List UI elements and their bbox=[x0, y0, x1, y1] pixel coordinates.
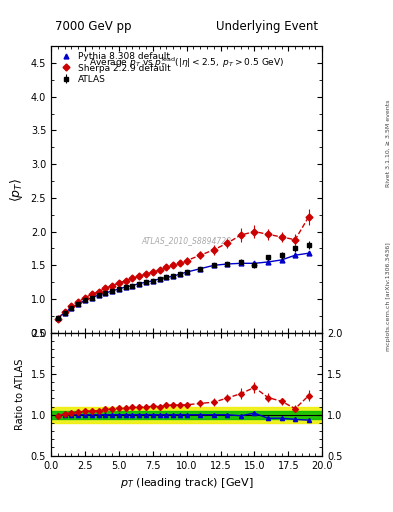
Pythia 8.308 default bbox=[90, 294, 94, 301]
Text: Rivet 3.1.10, ≥ 3.5M events: Rivet 3.1.10, ≥ 3.5M events bbox=[386, 100, 391, 187]
Sherpa 2.2.9 default bbox=[198, 252, 203, 258]
Sherpa 2.2.9 default bbox=[307, 214, 311, 220]
Sherpa 2.2.9 default bbox=[225, 240, 230, 246]
Sherpa 2.2.9 default bbox=[103, 285, 108, 291]
Sherpa 2.2.9 default bbox=[90, 291, 94, 297]
Sherpa 2.2.9 default bbox=[279, 234, 284, 240]
Sherpa 2.2.9 default bbox=[62, 309, 67, 315]
Pythia 8.308 default bbox=[123, 284, 128, 290]
Pythia 8.308 default bbox=[130, 283, 135, 289]
Pythia 8.308 default bbox=[144, 279, 149, 285]
Sherpa 2.2.9 default bbox=[137, 273, 141, 279]
Pythia 8.308 default bbox=[62, 309, 67, 315]
Pythia 8.308 default bbox=[279, 257, 284, 263]
Sherpa 2.2.9 default bbox=[83, 294, 87, 301]
Pythia 8.308 default bbox=[116, 286, 121, 292]
Text: Underlying Event: Underlying Event bbox=[216, 20, 318, 33]
Pythia 8.308 default bbox=[178, 271, 182, 277]
Sherpa 2.2.9 default bbox=[157, 267, 162, 273]
Sherpa 2.2.9 default bbox=[171, 262, 175, 268]
Pythia 8.308 default bbox=[83, 297, 87, 304]
X-axis label: $p_T$ (leading track) [GeV]: $p_T$ (leading track) [GeV] bbox=[120, 476, 253, 490]
Pythia 8.308 default bbox=[307, 250, 311, 257]
Sherpa 2.2.9 default bbox=[184, 258, 189, 264]
Pythia 8.308 default bbox=[55, 315, 60, 321]
Pythia 8.308 default bbox=[184, 269, 189, 275]
Y-axis label: $\langle p_T \rangle$: $\langle p_T \rangle$ bbox=[8, 177, 25, 202]
Sherpa 2.2.9 default bbox=[76, 298, 81, 305]
Sherpa 2.2.9 default bbox=[69, 304, 74, 310]
Sherpa 2.2.9 default bbox=[178, 260, 182, 266]
Pythia 8.308 default bbox=[69, 305, 74, 311]
Text: Average $p_T$ vs $p_T^{\rm lead}(|\eta| < 2.5,\ p_T > 0.5\ \rm GeV)$: Average $p_T$ vs $p_T^{\rm lead}(|\eta| … bbox=[89, 55, 285, 70]
Pythia 8.308 default bbox=[103, 290, 108, 296]
Sherpa 2.2.9 default bbox=[96, 289, 101, 295]
Text: ATLAS_2010_S8894728: ATLAS_2010_S8894728 bbox=[141, 237, 232, 246]
Pythia 8.308 default bbox=[293, 252, 298, 258]
Sherpa 2.2.9 default bbox=[293, 237, 298, 243]
Sherpa 2.2.9 default bbox=[123, 278, 128, 284]
Pythia 8.308 default bbox=[110, 288, 114, 294]
Sherpa 2.2.9 default bbox=[239, 232, 243, 238]
Legend: Pythia 8.308 default, Sherpa 2.2.9 default, ATLAS: Pythia 8.308 default, Sherpa 2.2.9 defau… bbox=[55, 51, 173, 86]
Pythia 8.308 default bbox=[164, 274, 169, 281]
Line: Pythia 8.308 default: Pythia 8.308 default bbox=[55, 251, 311, 321]
Text: mcplots.cern.ch [arXiv:1306.3436]: mcplots.cern.ch [arXiv:1306.3436] bbox=[386, 243, 391, 351]
Pythia 8.308 default bbox=[198, 266, 203, 272]
Pythia 8.308 default bbox=[76, 301, 81, 307]
Pythia 8.308 default bbox=[252, 260, 257, 266]
Pythia 8.308 default bbox=[171, 273, 175, 279]
Sherpa 2.2.9 default bbox=[252, 228, 257, 234]
Sherpa 2.2.9 default bbox=[55, 315, 60, 322]
Pythia 8.308 default bbox=[239, 260, 243, 266]
Text: 7000 GeV pp: 7000 GeV pp bbox=[55, 20, 132, 33]
Pythia 8.308 default bbox=[157, 276, 162, 282]
Line: Sherpa 2.2.9 default: Sherpa 2.2.9 default bbox=[55, 215, 311, 321]
Pythia 8.308 default bbox=[137, 281, 141, 287]
Sherpa 2.2.9 default bbox=[151, 269, 155, 275]
Pythia 8.308 default bbox=[211, 262, 216, 268]
Pythia 8.308 default bbox=[96, 292, 101, 298]
Sherpa 2.2.9 default bbox=[116, 280, 121, 286]
Sherpa 2.2.9 default bbox=[266, 231, 270, 238]
Pythia 8.308 default bbox=[225, 261, 230, 267]
Sherpa 2.2.9 default bbox=[144, 271, 149, 277]
Pythia 8.308 default bbox=[151, 278, 155, 284]
Pythia 8.308 default bbox=[266, 259, 270, 265]
Sherpa 2.2.9 default bbox=[211, 247, 216, 253]
Sherpa 2.2.9 default bbox=[110, 283, 114, 289]
Sherpa 2.2.9 default bbox=[130, 275, 135, 281]
Y-axis label: Ratio to ATLAS: Ratio to ATLAS bbox=[15, 358, 25, 430]
Sherpa 2.2.9 default bbox=[164, 264, 169, 270]
